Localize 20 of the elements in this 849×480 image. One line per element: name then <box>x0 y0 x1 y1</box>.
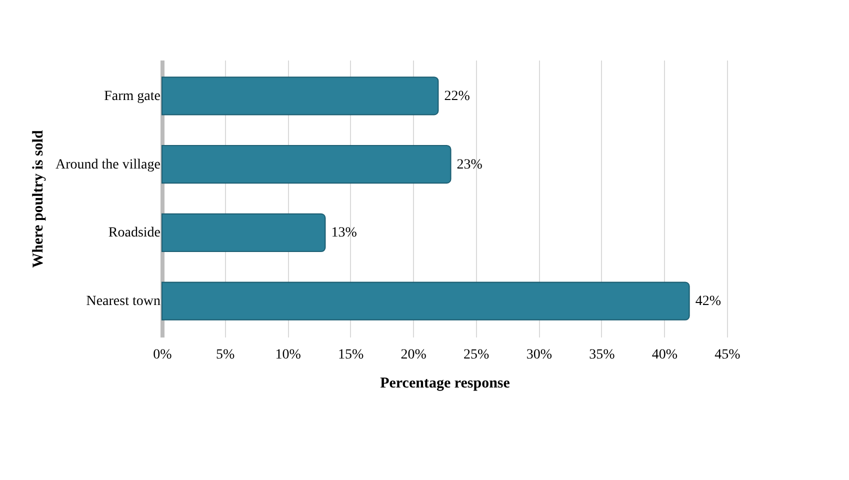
x-axis-title: Percentage response <box>380 376 510 392</box>
y-tick-label: Around the village <box>56 157 160 172</box>
data-label: 22% <box>444 88 470 104</box>
x-tick-label: 10% <box>275 348 302 362</box>
x-tick-label: 30% <box>526 348 552 362</box>
data-label: 23% <box>456 157 483 172</box>
y-tick-label: Nearest town <box>86 294 160 310</box>
y-tick-label: Farm gate <box>104 88 160 104</box>
y-axis-title: Where poultry is sold <box>30 130 47 268</box>
x-tick-label: 5% <box>216 348 235 362</box>
y-tick-label: Roadside <box>108 226 160 241</box>
x-tick-label: 15% <box>338 348 364 362</box>
x-tick-label: 40% <box>652 348 678 362</box>
data-label: 42% <box>695 294 722 310</box>
x-tick-label: 25% <box>464 348 490 362</box>
x-tick-label: 35% <box>589 348 616 362</box>
x-tick-label: 0% <box>153 348 172 362</box>
x-tick-label: 45% <box>714 348 741 362</box>
data-label: 13% <box>331 226 358 241</box>
x-tick-label: 20% <box>400 348 427 362</box>
